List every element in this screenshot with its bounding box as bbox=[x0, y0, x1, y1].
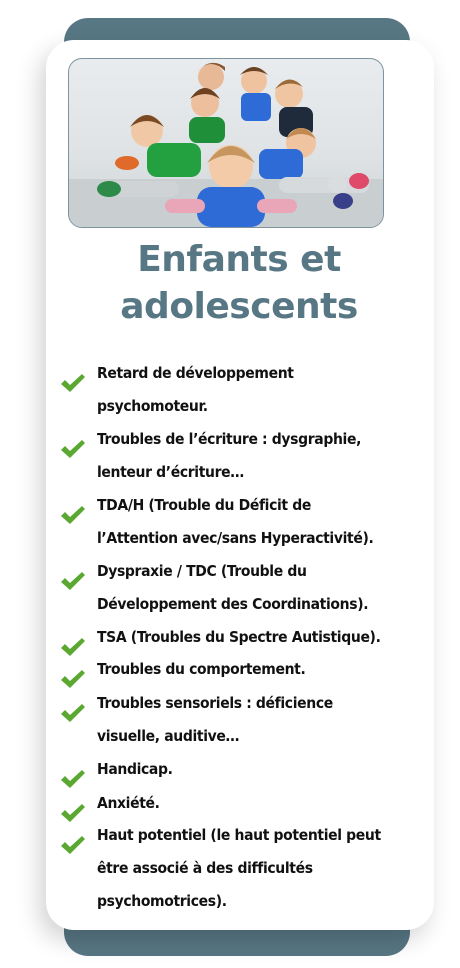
list-item-text: visuelle, auditive… bbox=[97, 727, 240, 745]
list-item-text: Troubles de l’écriture : dysgraphie, bbox=[97, 430, 362, 448]
list-item-text: Anxiété. bbox=[97, 794, 160, 812]
list-item-text: lenteur d’écriture… bbox=[97, 463, 244, 481]
checkmark-icon bbox=[61, 572, 85, 590]
list-item-text: Troubles sensoriels : déficience bbox=[97, 694, 333, 712]
checkmark-icon bbox=[61, 704, 85, 722]
list-item-text: psychomotrices). bbox=[97, 892, 227, 910]
list-item-text: Handicap. bbox=[97, 760, 173, 778]
page-title: Enfants et adolescents bbox=[46, 236, 432, 330]
list-item-text: l’Attention avec/sans Hyperactivité). bbox=[97, 529, 374, 547]
list-item-text: Haut potentiel (le haut potentiel peut bbox=[97, 826, 381, 844]
checkmark-icon bbox=[61, 440, 85, 458]
checkmark-icon bbox=[61, 804, 85, 822]
title-line-1: Enfants et bbox=[137, 239, 341, 280]
checkmark-icon bbox=[61, 670, 85, 688]
list-item-text: être associé à des difficultés bbox=[97, 859, 313, 877]
children-photo bbox=[68, 58, 384, 228]
title-line-2: adolescents bbox=[120, 286, 358, 327]
checkmark-icon bbox=[61, 506, 85, 524]
checkmark-icon bbox=[61, 374, 85, 392]
checkmark-icon bbox=[61, 770, 85, 788]
checkmark-icon bbox=[61, 836, 85, 854]
list-item-text: TDA/H (Trouble du Déficit de bbox=[97, 496, 311, 514]
list-item-text: Dyspraxie / TDC (Trouble du bbox=[97, 562, 307, 580]
info-card: Enfants et adolescents Retard de dévelop… bbox=[46, 40, 434, 930]
list-item-text: psychomoteur. bbox=[97, 397, 208, 415]
list-item-text: Retard de développement bbox=[97, 364, 294, 382]
checkmark-icon bbox=[61, 638, 85, 656]
list-item-text: TSA (Troubles du Spectre Autistique). bbox=[97, 628, 381, 646]
list-item-text: Développement des Coordinations). bbox=[97, 595, 369, 613]
list-item-text: Troubles du comportement. bbox=[97, 660, 306, 678]
